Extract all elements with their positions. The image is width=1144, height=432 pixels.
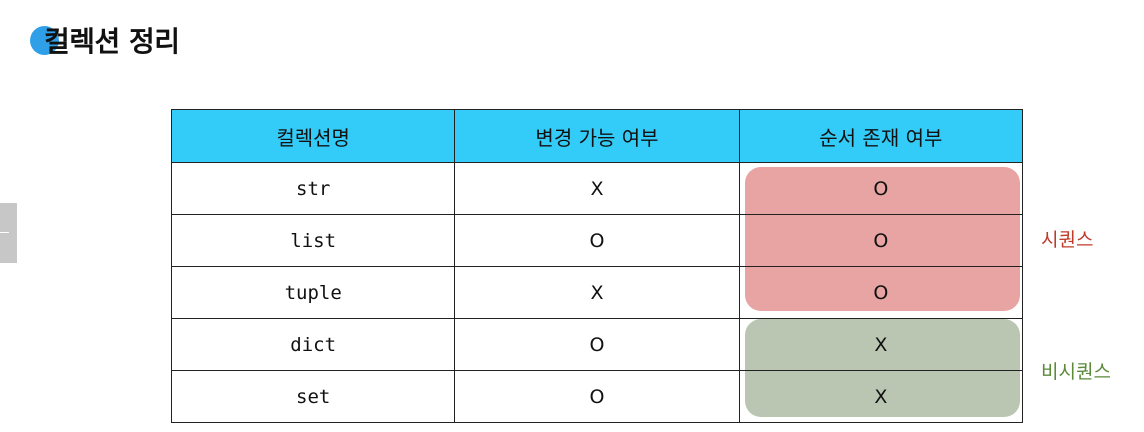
page-title: 컬렉션 정리: [44, 25, 180, 58]
section-title: 컬렉션 정리: [30, 22, 180, 62]
table-row: set O X: [170, 370, 1024, 423]
cell-collection-name: dict: [170, 318, 456, 371]
cell-mutable: O: [454, 318, 740, 371]
table-row: dict O X: [170, 318, 1024, 371]
header-mutable: 변경 가능 여부: [454, 109, 740, 163]
header-collection-name: 컬렉션명: [170, 109, 456, 163]
cell-collection-name: set: [170, 370, 456, 423]
collection-table: 컬렉션명 변경 가능 여부 순서 존재 여부 str X O list O O …: [170, 109, 1024, 423]
side-collapse-tab[interactable]: [0, 203, 17, 263]
cell-ordered: X: [738, 370, 1024, 423]
table-row: tuple X O: [170, 266, 1024, 319]
table-header-row: 컬렉션명 변경 가능 여부 순서 존재 여부: [170, 109, 1024, 163]
cell-mutable: O: [454, 370, 740, 423]
cell-mutable: X: [454, 266, 740, 319]
cell-mutable: O: [454, 214, 740, 267]
cell-collection-name: str: [170, 162, 456, 215]
table-row: str X O: [170, 162, 1024, 215]
sequence-label: 시퀀스: [1041, 229, 1094, 251]
title-bullet-dot: [30, 26, 59, 55]
cell-collection-name: tuple: [170, 266, 456, 319]
cell-mutable: X: [454, 162, 740, 215]
cell-ordered: X: [738, 318, 1024, 371]
cell-collection-name: list: [170, 214, 456, 267]
cell-ordered: O: [738, 266, 1024, 319]
cell-ordered: O: [738, 162, 1024, 215]
header-ordered: 순서 존재 여부: [738, 109, 1024, 163]
table-row: list O O: [170, 214, 1024, 267]
cell-ordered: O: [738, 214, 1024, 267]
non-sequence-label: 비시퀀스: [1041, 361, 1111, 383]
